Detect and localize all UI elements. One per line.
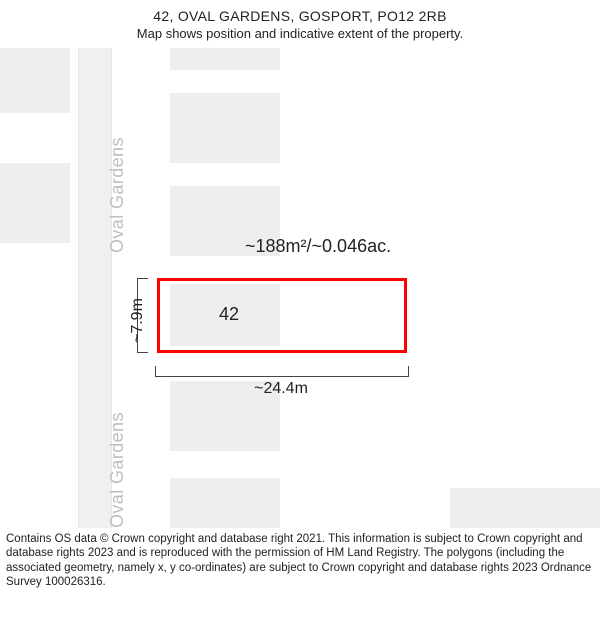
- page-subtitle: Map shows position and indicative extent…: [0, 26, 600, 41]
- header: 42, OVAL GARDENS, GOSPORT, PO12 2RB Map …: [0, 8, 600, 41]
- page-root: 42, OVAL GARDENS, GOSPORT, PO12 2RB Map …: [0, 0, 600, 625]
- dimension-width: ~24.4m: [155, 380, 407, 398]
- subject-parcel: [157, 278, 407, 353]
- building-footprint: [170, 48, 280, 70]
- parcel-number: 42: [219, 304, 239, 325]
- building-footprint: [0, 163, 70, 243]
- road-label: Oval Gardens: [107, 412, 128, 528]
- area-label: ~188m²/~0.046ac.: [245, 236, 391, 257]
- building-footprint: [170, 93, 280, 163]
- building-footprint: [170, 478, 280, 528]
- page-title: 42, OVAL GARDENS, GOSPORT, PO12 2RB: [0, 8, 600, 24]
- building-footprint: [450, 488, 600, 528]
- building-footprint: [0, 48, 70, 113]
- map-canvas: Oval Gardens Oval Gardens 42 ~188m²/~0.046a…: [0, 48, 600, 528]
- road-label: Oval Gardens: [107, 137, 128, 253]
- dimension-width-bracket: [155, 366, 409, 377]
- dimension-height: ~7.9m: [129, 298, 147, 343]
- footer-copyright: Contains OS data © Crown copyright and d…: [6, 532, 594, 590]
